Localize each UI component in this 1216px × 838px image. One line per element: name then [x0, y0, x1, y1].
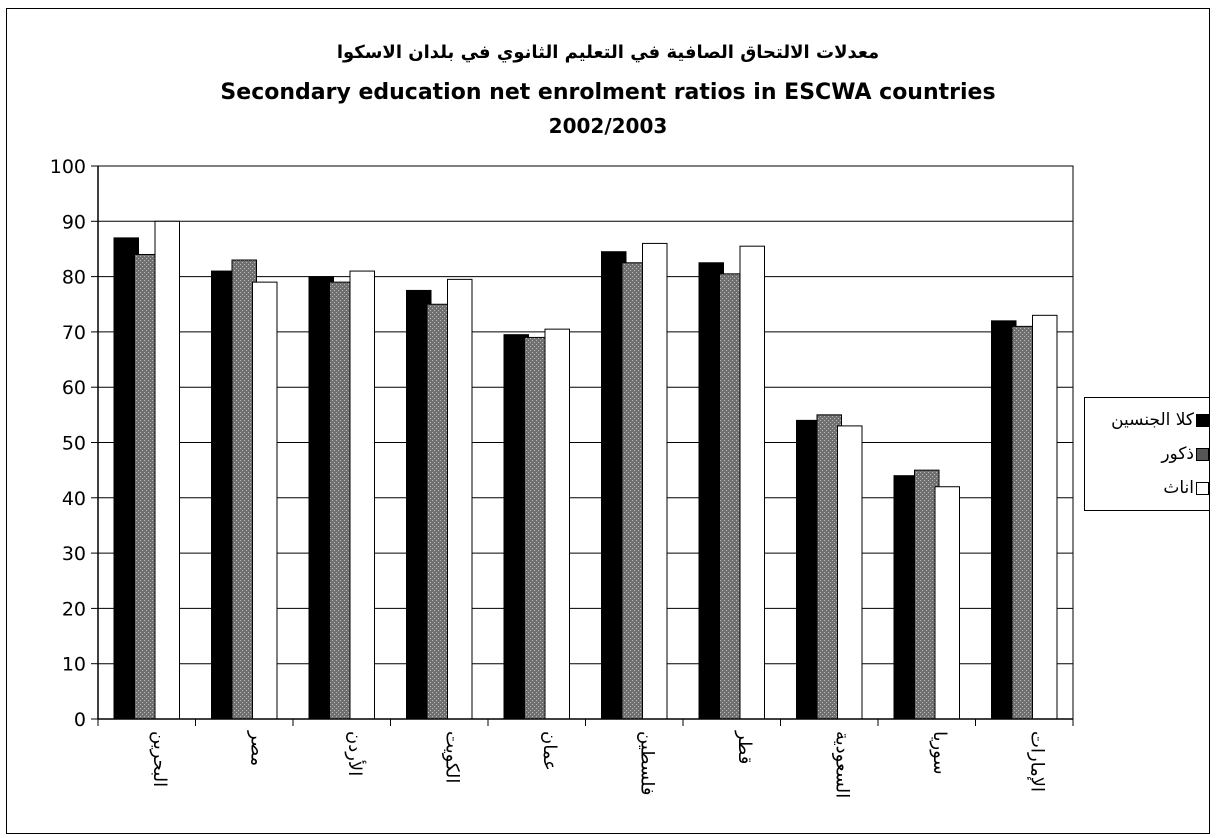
bar-females-3 — [447, 278, 473, 720]
y-tick-label: 30 — [62, 543, 86, 565]
y-tick-label: 50 — [62, 433, 86, 455]
bars — [113, 220, 1058, 720]
legend-swatch-males — [1196, 447, 1209, 461]
y-tick-label: 60 — [62, 377, 86, 399]
x-tick-label: فلسطين — [636, 731, 657, 796]
x-tick-label: قطر — [734, 730, 755, 764]
legend-label-females: اناث — [1163, 478, 1194, 498]
bar-females-4 — [544, 328, 570, 720]
y-tick-label: 90 — [62, 211, 86, 233]
legend: كلا الجنسين ذكور اناث — [1084, 397, 1210, 511]
x-tick-label: الإمارات — [1026, 731, 1047, 792]
legend-item-both: كلا الجنسين — [1093, 408, 1209, 432]
legend-item-females: اناث — [1093, 476, 1209, 500]
bar-females-2 — [349, 270, 375, 720]
y-tick-label: 0 — [74, 709, 86, 731]
chart-title: Secondary education net enrolment ratios… — [220, 80, 996, 105]
axes: 0 10 20 30 40 50 60 70 80 90 100 البحرين مصر الأردن ال… — [50, 156, 1074, 798]
x-tick-label: عمان — [539, 731, 560, 771]
legend-swatch-females — [1196, 481, 1209, 495]
x-tick-label: سوريا — [929, 731, 950, 775]
legend-item-males: ذكور — [1093, 442, 1209, 466]
legend-swatch-both — [1196, 413, 1209, 427]
bar-females-8 — [934, 486, 960, 720]
y-tick-label: 100 — [50, 156, 86, 178]
bar-females-0 — [154, 220, 180, 720]
y-tick-label: 20 — [62, 598, 86, 620]
chart-subtitle: 2002/2003 — [548, 114, 668, 138]
y-tick-label: 10 — [62, 654, 86, 676]
bar-females-7 — [837, 425, 863, 720]
bar-females-9 — [1032, 314, 1058, 720]
x-tick-label: السعودية — [831, 731, 852, 798]
y-tick-label: 80 — [62, 267, 86, 289]
chart-title-arabic: معدلات الالتحاق الصافية في التعليم الثان… — [336, 42, 880, 63]
bar-females-1 — [252, 281, 278, 720]
x-tick-label: الكويت — [441, 731, 462, 783]
bar-females-6 — [739, 245, 765, 720]
x-tick-label: البحرين — [149, 731, 170, 787]
legend-label-males: ذكور — [1161, 444, 1194, 464]
bar-females-5 — [642, 242, 668, 720]
x-tick-label: مصر — [246, 730, 267, 766]
x-tick-label: الأردن — [344, 731, 366, 776]
y-tick-label: 70 — [62, 322, 86, 344]
y-tick-label: 40 — [62, 488, 86, 510]
legend-label-both: كلا الجنسين — [1111, 410, 1194, 430]
